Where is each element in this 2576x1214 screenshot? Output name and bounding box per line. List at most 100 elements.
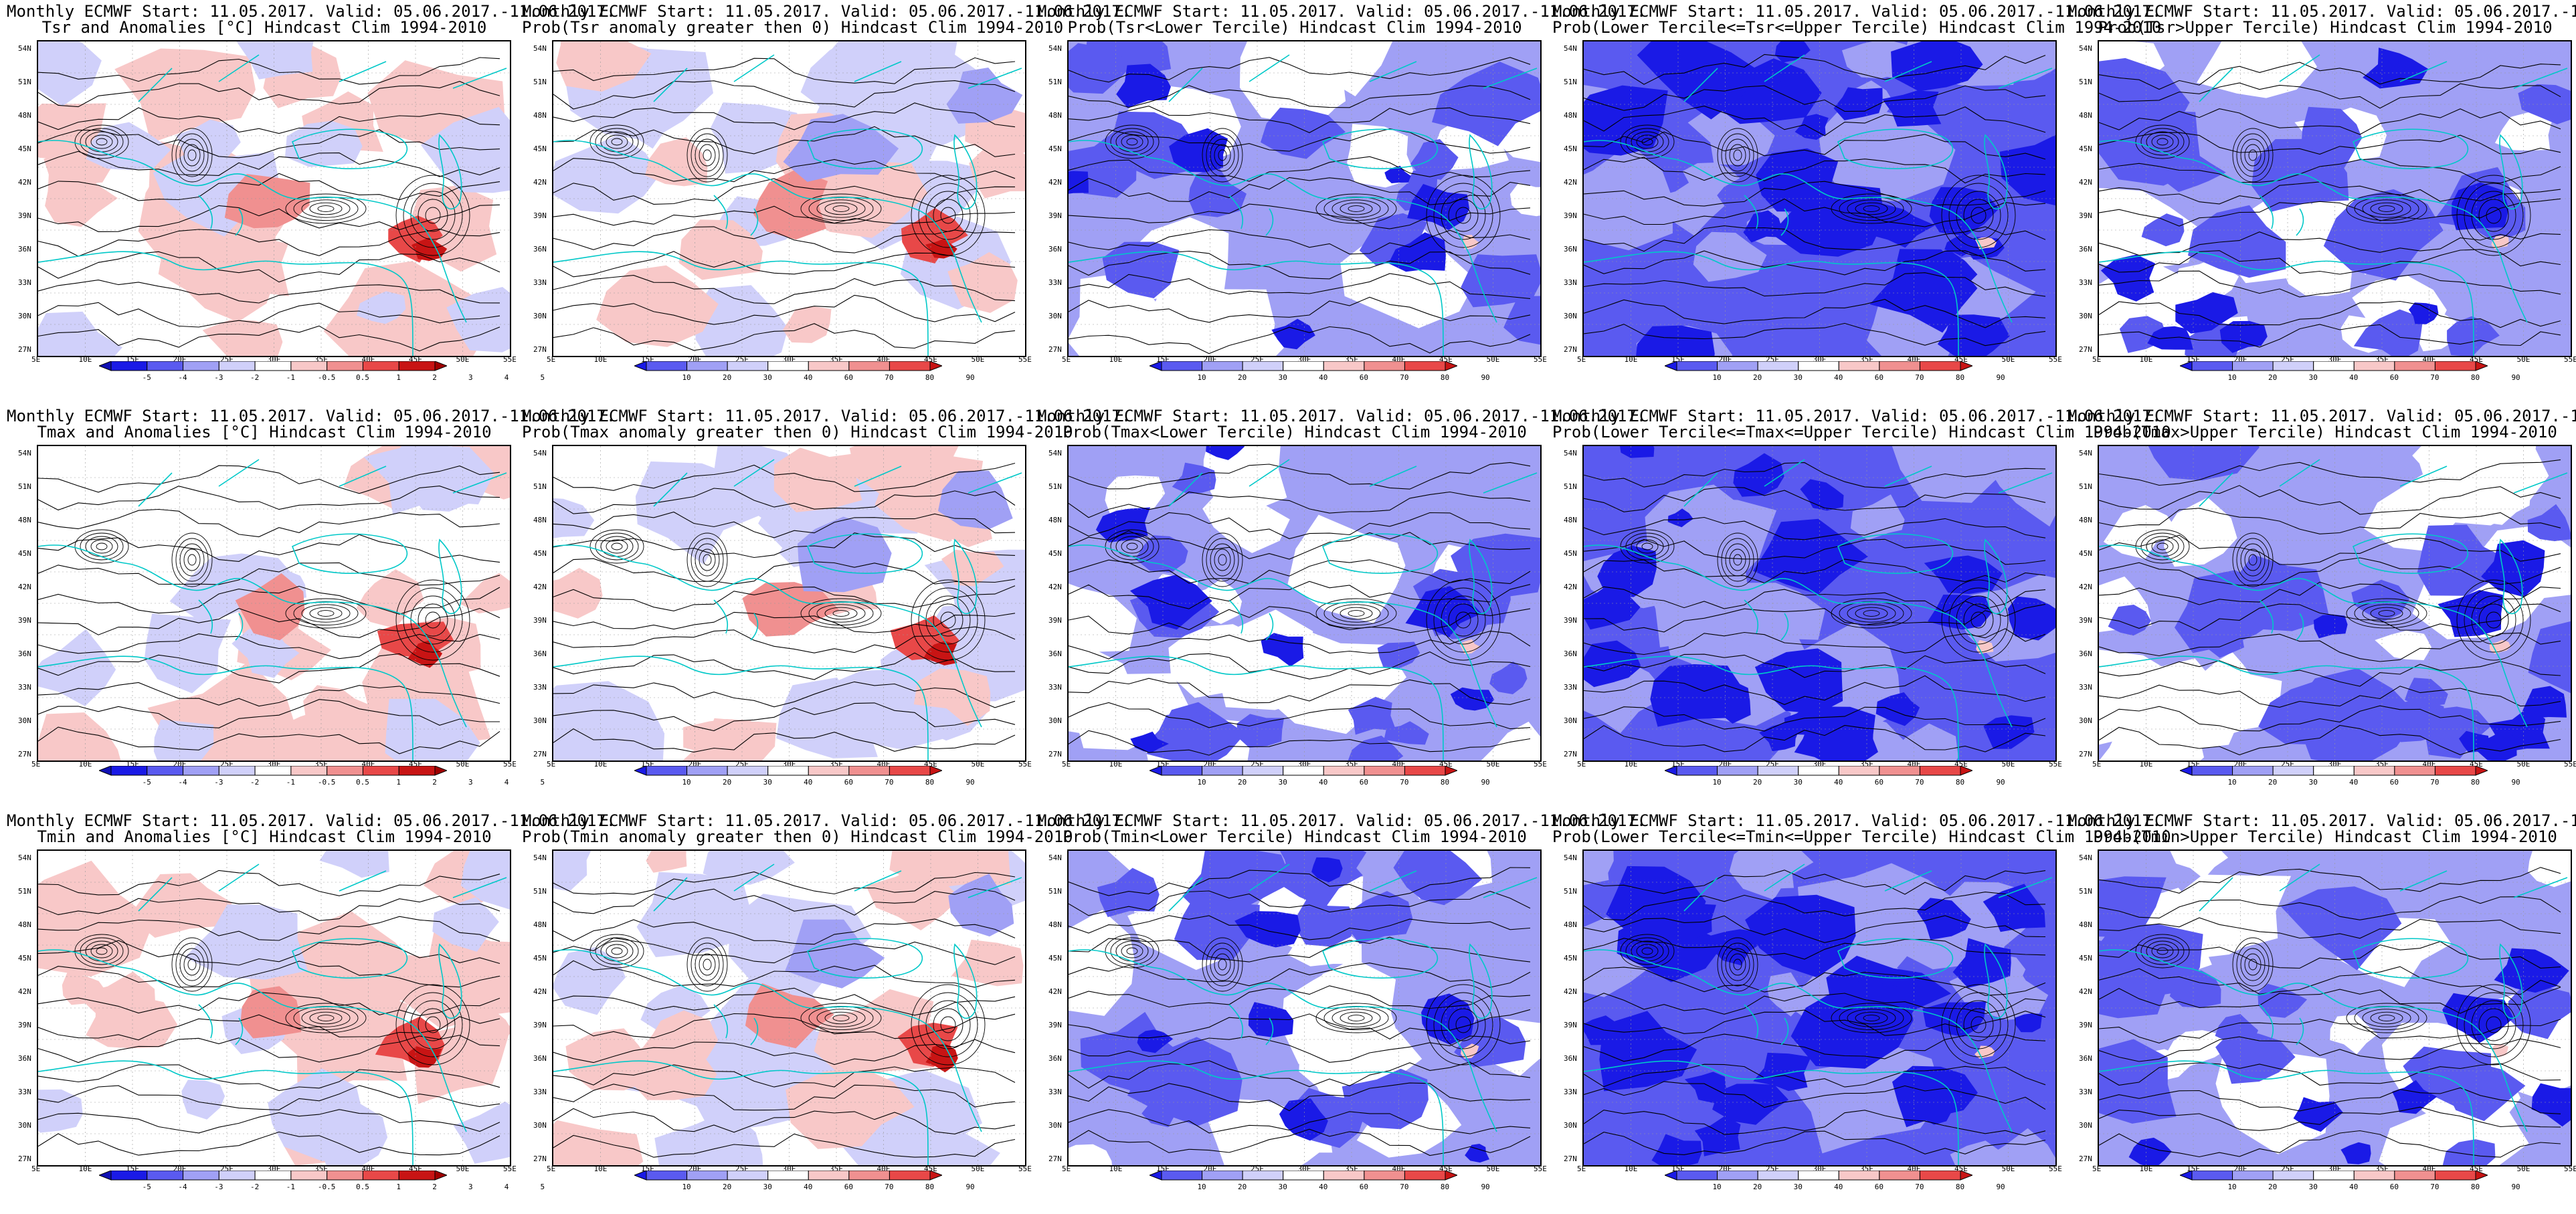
isotherm-contour <box>918 587 978 653</box>
probability-shading <box>1174 892 1260 960</box>
isotherm-contour <box>1963 199 1994 232</box>
colorbar-tick-label: 40 <box>1319 1183 1328 1191</box>
isotherm-contour <box>2232 532 2274 587</box>
isotherm-contour <box>38 633 500 660</box>
colorbar-tick-label: 60 <box>844 778 853 787</box>
colorbar-ramp <box>1149 766 1457 776</box>
colorbar-tick-label: 70 <box>1400 373 1409 382</box>
colorbar-tick-label: 40 <box>1319 373 1328 382</box>
map-panel: Monthly ECMWF Start: 11.05.2017. Valid: … <box>522 405 1131 809</box>
latitude-label: 51N <box>1564 887 1577 896</box>
isotherm-contour <box>553 728 1016 752</box>
latitude-label: 51N <box>533 887 547 896</box>
coastline <box>1744 599 1789 641</box>
isotherm-contour <box>1620 124 1675 159</box>
colorbar-swatch <box>1838 766 1879 776</box>
colorbar-tick-label: -5 <box>142 778 151 787</box>
isotherm-contour <box>553 205 1016 226</box>
colorbar-swatch <box>1242 1171 1283 1181</box>
probability-shading <box>2099 940 2151 986</box>
isotherm-contour <box>1831 193 1912 224</box>
colorbar-tick-label: 70 <box>1915 1183 1924 1191</box>
isotherm-contour <box>2099 724 2561 756</box>
isotherm-contour <box>1584 516 2046 540</box>
colorbar-tick-label: 80 <box>1955 373 1965 382</box>
isotherm-contour <box>403 992 463 1057</box>
latitude-label: 36N <box>533 1054 547 1063</box>
isotherm-contour <box>2099 632 2561 662</box>
isotherm-contour <box>1584 586 2046 613</box>
coastline <box>1837 128 1954 169</box>
isotherm-contour <box>38 107 500 134</box>
map-panel: Monthly ECMWF Start: 11.05.2017. Valid: … <box>2067 0 2576 405</box>
isotherm-contour <box>1202 532 1243 587</box>
panel-title-line1: Monthly ECMWF Start: 11.05.2017. Valid: … <box>7 811 616 830</box>
colorbar-swatch <box>1716 1171 1758 1181</box>
probability-shading <box>1238 320 1286 356</box>
colorbar-tick-label: 30 <box>763 1183 772 1191</box>
coastline <box>713 195 759 236</box>
colorbar-swatch <box>1161 361 1202 371</box>
isotherm-contour <box>925 191 971 240</box>
latitude-label: 45N <box>2079 954 2092 963</box>
isotherm-contour <box>1206 538 1239 582</box>
isotherm-contour <box>38 1014 500 1041</box>
probability-shading <box>1800 479 1844 511</box>
latitude-label: 48N <box>1564 516 1577 524</box>
isotherm-contour <box>301 199 351 218</box>
isotherm-contour <box>1725 948 1750 981</box>
colorbar-swatch <box>1323 1171 1364 1181</box>
isotherm-contour <box>301 604 351 623</box>
isotherm-contour <box>1069 559 1531 585</box>
latitude-label: 45N <box>2079 144 2092 153</box>
map-frame <box>37 40 511 357</box>
colorbar-swatch <box>808 766 849 776</box>
longitude-label: 55E <box>503 760 517 769</box>
probability-shading <box>2197 41 2317 98</box>
isotherm-contour <box>553 57 1016 84</box>
isotherm-contour <box>2346 1003 2427 1033</box>
isotherm-contour <box>1584 1009 2046 1036</box>
latitude-label: 27N <box>533 1154 547 1163</box>
isotherm-contour <box>1218 958 1227 971</box>
map-canvas <box>38 446 510 761</box>
colorbar: 10 20 30 40 60 70 80 90 <box>1664 361 2005 384</box>
coastline <box>1683 54 2053 102</box>
isotherm-contour <box>1206 942 1239 987</box>
latitude-label: 42N <box>533 987 547 996</box>
probability-shading <box>1584 143 1673 251</box>
probability-shading <box>1756 148 1839 212</box>
anomaly-shading <box>925 1043 958 1073</box>
anomaly-shading <box>783 114 899 182</box>
latitude-label: 42N <box>2079 178 2092 187</box>
colorbar-ramp <box>1664 361 1972 371</box>
isotherm-contour <box>1625 128 1669 156</box>
isotherm-contour <box>1847 199 1896 218</box>
colorbar-swatch <box>434 1171 447 1181</box>
colorbar-swatch <box>290 361 327 371</box>
isotherm-contour <box>816 604 866 623</box>
longitude-label: 55E <box>1534 760 1547 769</box>
longitude-label: 5E <box>2092 1165 2102 1173</box>
colorbar-swatch <box>182 766 219 776</box>
probability-shading <box>2375 630 2431 660</box>
probability-shading <box>2099 876 2167 938</box>
latitude-label: 51N <box>18 78 31 86</box>
probability-shading <box>1069 1144 1113 1165</box>
anomaly-shading <box>185 904 308 980</box>
coastline <box>1984 538 2008 615</box>
coastline <box>2259 599 2304 641</box>
colorbar-tick-label: 70 <box>885 1183 894 1191</box>
isotherm-contour <box>171 937 213 992</box>
colorbar-tick-label: 70 <box>2430 778 2440 787</box>
probability-shading <box>1450 687 1495 711</box>
colorbar-tick-label: 80 <box>1440 373 1450 382</box>
probability-shading <box>2170 851 2229 880</box>
longitude-label: 55E <box>1534 1165 1547 1173</box>
colorbar: -5 -4 -3 -2 -1 -0.5 0.5 1 2 3 4 5 <box>98 1171 545 1193</box>
isotherm-contour <box>403 587 463 653</box>
colorbar-tick-label: 2 <box>432 778 437 787</box>
colorbar-tick-label: -1 <box>286 1183 295 1191</box>
isotherm-contour <box>1863 1015 1880 1021</box>
isotherm-contour <box>38 940 500 966</box>
